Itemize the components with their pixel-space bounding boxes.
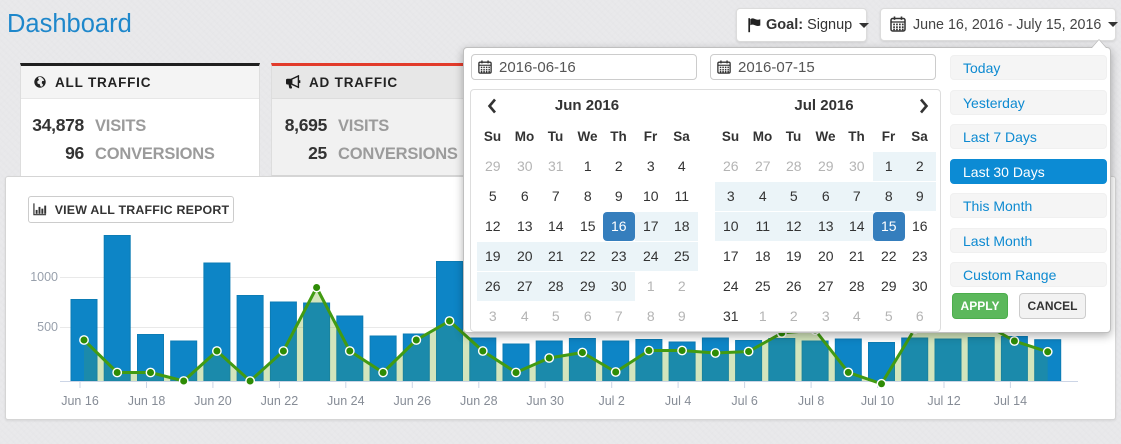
svg-text:Jun 26: Jun 26: [394, 394, 432, 408]
svg-text:Jun 28: Jun 28: [460, 394, 498, 408]
svg-text:Jul 14: Jul 14: [994, 394, 1027, 408]
svg-text:500: 500: [37, 320, 58, 334]
svg-text:Jul 12: Jul 12: [927, 394, 960, 408]
svg-text:Jun 30: Jun 30: [526, 394, 564, 408]
svg-text:Jun 18: Jun 18: [128, 394, 166, 408]
svg-text:Jun 22: Jun 22: [261, 394, 299, 408]
svg-text:Jul 6: Jul 6: [731, 394, 757, 408]
svg-text:Jun 20: Jun 20: [194, 394, 232, 408]
svg-text:Jul 4: Jul 4: [665, 394, 691, 408]
svg-text:Jul 8: Jul 8: [798, 394, 824, 408]
svg-text:Jul 2: Jul 2: [598, 394, 624, 408]
svg-text:Jul 10: Jul 10: [861, 394, 894, 408]
svg-text:1000: 1000: [30, 270, 58, 284]
svg-text:Jun 24: Jun 24: [327, 394, 365, 408]
svg-text:Jun 16: Jun 16: [61, 394, 99, 408]
